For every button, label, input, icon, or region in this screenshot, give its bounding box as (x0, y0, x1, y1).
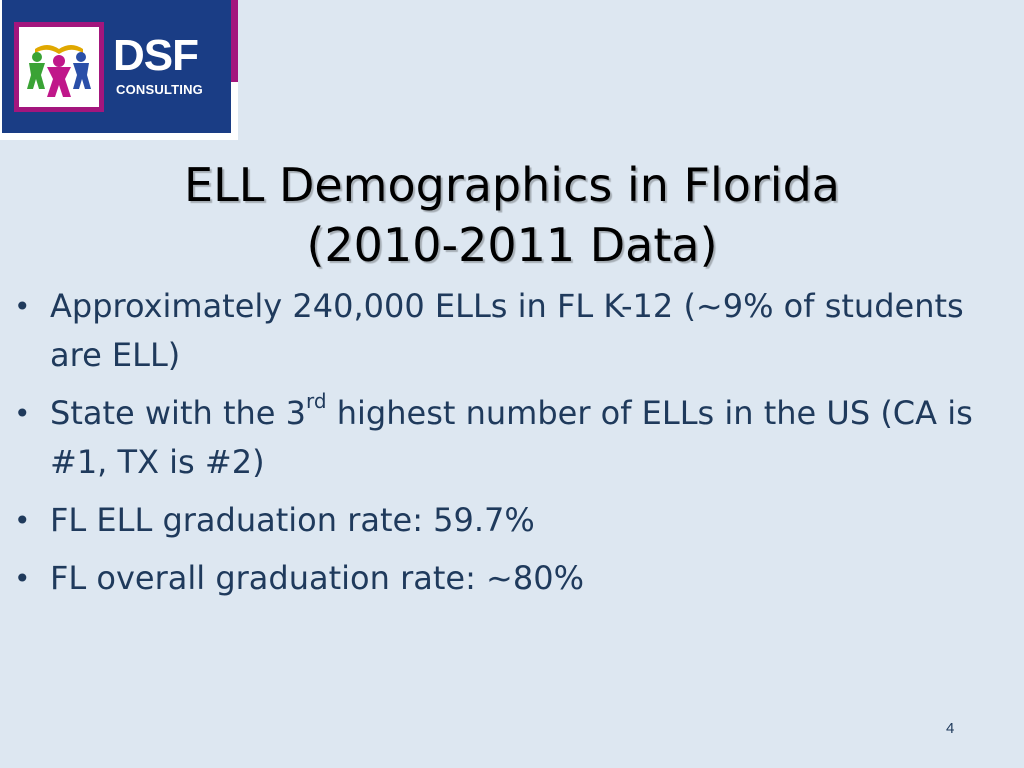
bullet-text: FL ELL graduation rate: 59.7% (50, 501, 535, 539)
bullet-text: Approximately 240,000 ELLs in FL K-12 (~… (50, 287, 964, 374)
slide-title: ELL Demographics in Florida (2010-2011 D… (0, 155, 1024, 275)
logo-subtitle: CONSULTING (116, 82, 203, 97)
bullet-list: • Approximately 240,000 ELLs in FL K-12 … (14, 282, 999, 612)
bullet-superscript: rd (305, 389, 327, 414)
bullet-icon: • (14, 290, 31, 323)
bullet-icon: • (14, 397, 31, 430)
logo-accent-bar (231, 0, 238, 82)
bullet-item: • FL ELL graduation rate: 59.7% (14, 496, 999, 545)
bullet-text-pre: State with the 3 (50, 394, 306, 432)
bullet-text-post: highest number of ELLs in the US (CA is … (50, 394, 973, 481)
bullet-icon: • (14, 504, 31, 537)
dsf-logo: DSF CONSULTING (0, 0, 238, 140)
people-book-emblem-icon (27, 45, 91, 97)
title-line-1: ELL Demographics in Florida (184, 158, 840, 212)
bullet-item: • Approximately 240,000 ELLs in FL K-12 … (14, 282, 999, 380)
bullet-item: • State with the 3rd highest number of E… (14, 389, 999, 487)
bullet-item: • FL overall graduation rate: ~80% (14, 554, 999, 603)
title-line-2: (2010-2011 Data) (306, 218, 718, 272)
page-number: 4 (946, 720, 955, 737)
logo-emblem (14, 22, 104, 112)
logo-wordmark: DSF (113, 31, 199, 80)
bullet-text: FL overall graduation rate: ~80% (50, 559, 584, 597)
bullet-icon: • (14, 562, 31, 595)
